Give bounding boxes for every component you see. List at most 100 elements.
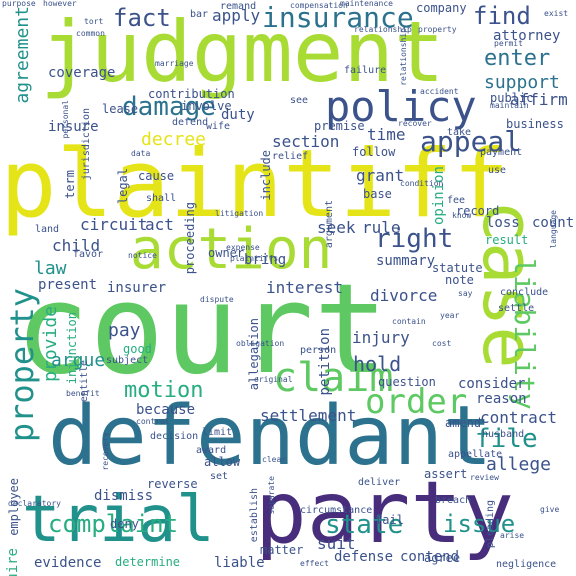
cloud-word: apply [212, 6, 261, 25]
cloud-word: decision [150, 431, 199, 442]
cloud-word: interest [266, 278, 344, 297]
cloud-word: require [5, 548, 21, 576]
cloud-word: review [470, 473, 499, 482]
cloud-word: declaratory [8, 499, 61, 508]
cloud-word: state [325, 510, 404, 540]
cloud-word: lease [102, 102, 139, 116]
cloud-word: award [196, 445, 227, 456]
cloud-word: fact [113, 4, 171, 32]
cloud-word: settlement [260, 406, 357, 425]
cloud-word: clear [262, 455, 287, 464]
cloud-word: contend [400, 549, 460, 565]
cloud-word: count [532, 215, 575, 231]
cloud-word: exist [544, 9, 569, 18]
cloud-word: party [255, 463, 514, 563]
cloud-word: involve [181, 99, 232, 113]
cloud-word: marriage [155, 59, 194, 68]
cloud-word: appellate [448, 449, 503, 460]
cloud-word: judgment [40, 3, 445, 101]
cloud-word: bring [244, 252, 287, 268]
cloud-word: favor [73, 249, 104, 260]
cloud-word: enter [484, 46, 551, 71]
cloud-word: personal [61, 100, 70, 139]
cloud-word: plaintiff [0, 130, 510, 239]
cloud-word: injury [352, 328, 410, 347]
cloud-word: support [484, 72, 560, 93]
cloud-word: data [131, 149, 151, 158]
cloud-word: say [458, 289, 473, 298]
cloud-word: section [272, 132, 340, 151]
cloud-word: present [38, 277, 98, 293]
cloud-word: jurisdiction [81, 108, 92, 181]
cloud-word: loss [486, 215, 520, 231]
cloud-word: follow [352, 145, 396, 159]
cloud-word: arise [500, 531, 525, 540]
cloud-word: good [123, 342, 152, 356]
cloud-word: insure [48, 119, 99, 135]
cloud-word: fail [375, 513, 404, 527]
cloud-word: separate [267, 476, 276, 515]
cloud-word: failure [344, 65, 387, 76]
cloud-word: give [540, 505, 560, 514]
cloud-word: injunction [65, 312, 79, 385]
cloud-word: dispute [200, 295, 234, 304]
cloud-word: notice [128, 251, 157, 260]
cloud-word: opinion [431, 166, 447, 226]
cloud-word: control [136, 417, 170, 426]
cloud-word: common [76, 29, 105, 38]
cloud-word: husband [482, 429, 525, 440]
cloud-word: action [130, 217, 333, 282]
cloud-word: company [416, 1, 467, 15]
cloud-word: remand [220, 1, 257, 12]
cloud-word: compensation [290, 1, 348, 10]
cloud-word: subject [106, 355, 149, 366]
cloud-word: know [452, 211, 472, 220]
cloud-word: agreement [12, 6, 33, 104]
cloud-word: pay [108, 320, 141, 341]
cloud-word: business [506, 117, 564, 131]
cloud-word: proceeding [183, 202, 197, 275]
cloud-word: issue [443, 510, 516, 538]
cloud-word: amend [445, 416, 482, 430]
cloud-word: use [488, 165, 507, 176]
cloud-word: allege [486, 454, 552, 475]
cloud-word: language [549, 210, 558, 249]
cloud-word: effect [300, 559, 329, 568]
cloud-word: matter [260, 543, 304, 557]
cloud-word: reason [476, 391, 527, 407]
cloud-word: property [418, 25, 457, 34]
cloud-word: recovery [101, 432, 110, 471]
cloud-word: complaint [48, 510, 179, 538]
cloud-word: defend [172, 117, 209, 128]
cloud-word: policy [325, 82, 477, 131]
cloud-word: legal [116, 168, 130, 205]
cloud-word: dismiss [94, 488, 154, 504]
cloud-word: result [485, 233, 529, 247]
cloud-word: law [34, 258, 67, 279]
cloud-word: defense [334, 549, 394, 565]
cloud-word: defendant [48, 389, 493, 484]
cloud-word: recover [398, 119, 432, 128]
cloud-word: deliver [358, 477, 401, 488]
cloud-word: duty [221, 107, 255, 123]
cloud-word: set [210, 471, 229, 482]
cloud-word: expense [226, 243, 260, 252]
cloud-word: divorce [370, 286, 438, 305]
cloud-word: insurance [262, 1, 414, 34]
cloud-word: coverage [48, 65, 116, 81]
cloud-word: act [145, 215, 174, 234]
cloud-word: payment [480, 147, 523, 158]
cloud-word: bar [190, 9, 209, 20]
cloud-word: petition [317, 328, 333, 396]
cloud-word: summary [376, 253, 436, 269]
cloud-word: original [254, 375, 293, 384]
cloud-word: grant [356, 166, 405, 185]
cloud-word: relief [272, 151, 309, 162]
cloud-word: agree [424, 551, 461, 565]
cloud-word: settle [498, 303, 535, 314]
cloud-word: land [35, 224, 60, 235]
cloud-word: time [367, 125, 406, 144]
cloud-word: decree [141, 129, 207, 150]
cloud-word: however [43, 0, 77, 8]
